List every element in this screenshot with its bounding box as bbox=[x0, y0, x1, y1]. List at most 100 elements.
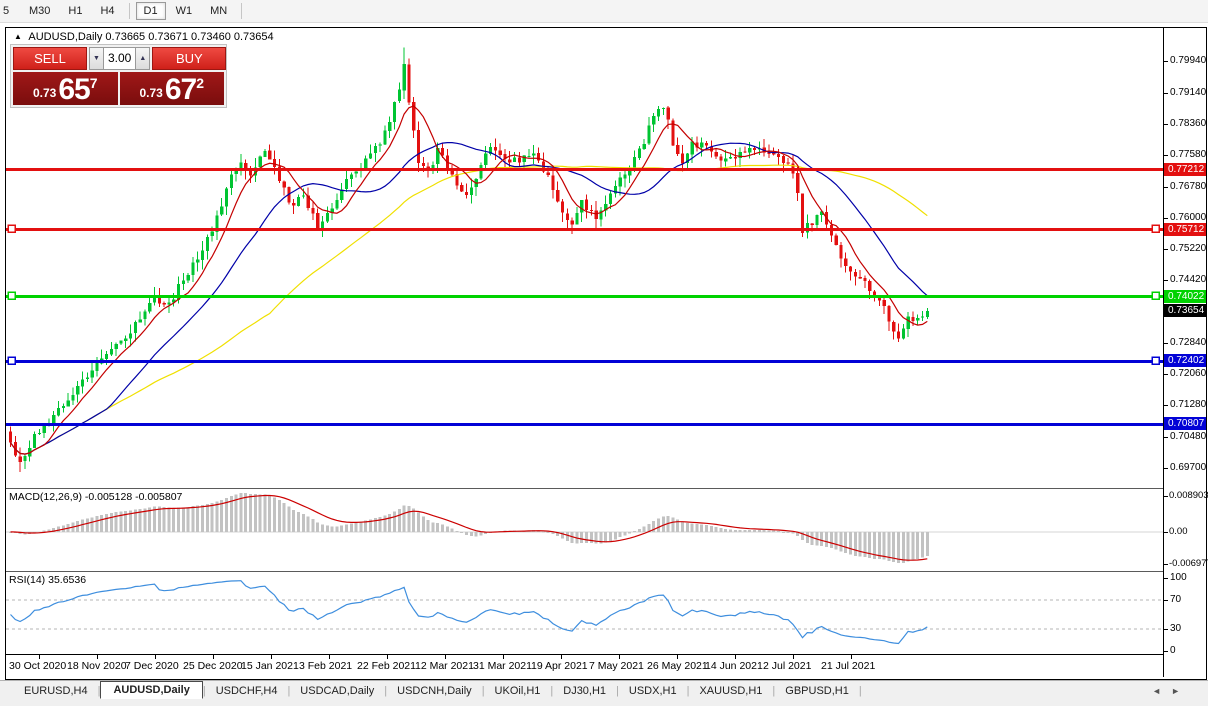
buy-price-display[interactable]: 0.73 67 2 bbox=[119, 72, 224, 106]
hline-0.77212[interactable] bbox=[6, 168, 1163, 171]
tab-eurusd-h4[interactable]: EURUSD,H4 bbox=[24, 685, 88, 697]
hline-0.70807[interactable] bbox=[6, 423, 1163, 426]
tab-usdchf-h4[interactable]: USDCHF,H4 bbox=[215, 685, 278, 697]
macd-axis-label: 0.00 bbox=[1169, 526, 1188, 537]
collapse-arrow-icon[interactable]: ▲ bbox=[14, 32, 22, 41]
hline-handle-left[interactable] bbox=[7, 356, 16, 365]
hline-0.74022[interactable] bbox=[6, 295, 1163, 298]
timeframe-button-h1[interactable]: H1 bbox=[68, 5, 83, 17]
hline-handle-left[interactable] bbox=[7, 291, 16, 300]
volume-input[interactable]: 3.00 bbox=[104, 47, 136, 70]
price-tick-label: 0.74420 bbox=[1170, 274, 1207, 285]
macd-canvas[interactable] bbox=[6, 489, 1163, 571]
timeframe-button-5[interactable]: 5 bbox=[3, 5, 10, 17]
one-click-trade-panel: SELL ▼ 3.00 ▲ BUY 0.73 65 7 0.73 bbox=[10, 44, 227, 108]
sell-price-display[interactable]: 0.73 65 7 bbox=[13, 72, 118, 105]
toolbar-separator bbox=[241, 3, 243, 19]
axis-tick-mark bbox=[1164, 437, 1168, 438]
time-axis[interactable]: 30 Oct 2020 18 Nov 2020 7 Dec 2020 25 Dec 2… bbox=[6, 655, 1163, 677]
tab-usdcad-daily[interactable]: USDCAD,Daily bbox=[300, 685, 375, 697]
time-axis-label: 3 Feb 2021 bbox=[299, 660, 353, 672]
symbol-tab-bar: EURUSD,H4 | AUDUSD,Daily | USDCHF,H4 | USDCAD,… bbox=[0, 680, 1208, 701]
tab-gbpusd-h1[interactable]: GBPUSD,H1 bbox=[785, 685, 849, 697]
rsi-canvas[interactable] bbox=[6, 572, 1163, 654]
chart-window: ▲ AUDUSD,Daily 0.73665 0.73671 0.73460 0… bbox=[5, 27, 1208, 680]
macd-axis-label: 0.008903 bbox=[1169, 490, 1208, 501]
timeframe-toolbar: 5 M30 H1 H4 D1 W1 MN bbox=[0, 0, 1208, 23]
timeframe-button-m30[interactable]: M30 bbox=[29, 5, 51, 17]
time-axis-tick bbox=[39, 655, 40, 659]
price-tick-label: 0.77580 bbox=[1170, 149, 1207, 160]
axis-tick-mark bbox=[1164, 532, 1168, 533]
macd-panel[interactable]: MACD(12,26,9) -0.005128 -0.005807 bbox=[6, 489, 1163, 572]
tab-dj30-h1[interactable]: DJ30,H1 bbox=[563, 685, 607, 697]
timeframe-button-d1[interactable]: D1 bbox=[135, 2, 166, 20]
buy-price-sup: 2 bbox=[196, 75, 205, 91]
macd-axis-label: -0.006977 bbox=[1169, 558, 1208, 569]
tab-usdx-h1[interactable]: USDX,H1 bbox=[628, 685, 677, 697]
time-axis-label: 25 Dec 2020 bbox=[183, 660, 243, 672]
rsi-axis-label: 0 bbox=[1170, 645, 1176, 656]
axis-tick-mark bbox=[1164, 280, 1168, 281]
timeframe-button-w1[interactable]: W1 bbox=[175, 5, 193, 17]
tab-scroll-arrows: ◄► bbox=[1152, 686, 1190, 696]
time-axis-label: 18 Nov 2020 bbox=[67, 660, 127, 672]
price-axis[interactable]: 0.79940 0.79140 0.78360 0.77580 0.76780 0.760… bbox=[1163, 28, 1208, 677]
axis-tick-mark bbox=[1164, 374, 1168, 375]
sell-price-big: 65 bbox=[58, 73, 90, 106]
chart-title-ohlc: 0.73665 0.73671 0.73460 0.73654 bbox=[105, 31, 274, 43]
time-axis-tick bbox=[445, 655, 446, 659]
axis-tick-mark bbox=[1164, 651, 1168, 652]
time-axis-label: 7 Dec 2020 bbox=[125, 660, 179, 672]
chart-title: ▲ AUDUSD,Daily 0.73665 0.73671 0.73460 0… bbox=[14, 31, 274, 43]
axis-tick-mark bbox=[1164, 61, 1168, 62]
tab-ukoil-h1[interactable]: UKOil,H1 bbox=[494, 685, 541, 697]
buy-price-big: 67 bbox=[164, 73, 197, 106]
axis-tick-mark bbox=[1164, 564, 1168, 565]
volume-stepper: ▼ 3.00 ▲ bbox=[89, 47, 151, 70]
hline-handle-right[interactable] bbox=[1151, 224, 1160, 233]
rsi-panel[interactable]: RSI(14) 35.6536 bbox=[6, 572, 1163, 655]
price-chart-panel[interactable]: ▲ AUDUSD,Daily 0.73665 0.73671 0.73460 0… bbox=[6, 28, 1163, 489]
price-badge-0.73654: 0.73654 bbox=[1164, 304, 1206, 317]
volume-down-icon[interactable]: ▼ bbox=[89, 47, 104, 70]
time-axis-tick bbox=[329, 655, 330, 659]
tab-xauusd-h1[interactable]: XAUUSD,H1 bbox=[699, 685, 763, 697]
tab-separator: | bbox=[287, 685, 291, 697]
tab-audusd-daily[interactable]: AUDUSD,Daily bbox=[100, 681, 203, 699]
price-badge-0.77212: 0.77212 bbox=[1164, 163, 1206, 176]
hline-handle-left[interactable] bbox=[7, 224, 16, 233]
sell-button[interactable]: SELL bbox=[13, 47, 87, 70]
rsi-axis-label: 100 bbox=[1170, 572, 1187, 583]
sell-price-prefix: 0.73 bbox=[32, 86, 57, 100]
rsi-value: 35.6536 bbox=[48, 574, 87, 586]
axis-tick-mark bbox=[1164, 468, 1168, 469]
toolbar-separator bbox=[128, 3, 130, 19]
hline-0.72402[interactable] bbox=[6, 360, 1163, 363]
axis-tick-mark bbox=[1164, 343, 1168, 344]
buy-button[interactable]: BUY bbox=[152, 47, 227, 70]
macd-label: MACD(12,26,9) -0.005128 -0.005807 bbox=[9, 491, 182, 503]
axis-tick-mark bbox=[1164, 599, 1168, 601]
hline-handle-right[interactable] bbox=[1151, 291, 1160, 300]
macd-name: MACD(12,26,9) bbox=[9, 491, 82, 503]
hline-handle-right[interactable] bbox=[1151, 356, 1160, 365]
candlestick-canvas[interactable] bbox=[6, 28, 1163, 488]
time-axis-tick bbox=[387, 655, 388, 659]
sell-price-sup: 7 bbox=[89, 75, 98, 91]
timeframe-button-mn[interactable]: MN bbox=[210, 5, 228, 17]
time-axis-tick bbox=[155, 655, 156, 659]
axis-tick-mark bbox=[1164, 496, 1168, 497]
scroll-left-icon[interactable]: ◄ bbox=[1152, 686, 1172, 696]
ma-fast-line bbox=[10, 105, 928, 455]
scroll-right-icon[interactable]: ► bbox=[1171, 686, 1190, 696]
volume-up-icon[interactable]: ▲ bbox=[135, 47, 151, 70]
timeframe-button-h4[interactable]: H4 bbox=[100, 5, 115, 17]
axis-tick-mark bbox=[1164, 405, 1168, 406]
time-axis-tick bbox=[97, 655, 98, 659]
time-axis-label: 21 Jul 2021 bbox=[821, 660, 876, 672]
hline-0.75712[interactable] bbox=[6, 228, 1163, 231]
price-tick-label: 0.71280 bbox=[1170, 399, 1207, 410]
tab-usdcnh-daily[interactable]: USDCNH,Daily bbox=[397, 685, 472, 697]
price-tick-label: 0.70480 bbox=[1170, 431, 1207, 442]
